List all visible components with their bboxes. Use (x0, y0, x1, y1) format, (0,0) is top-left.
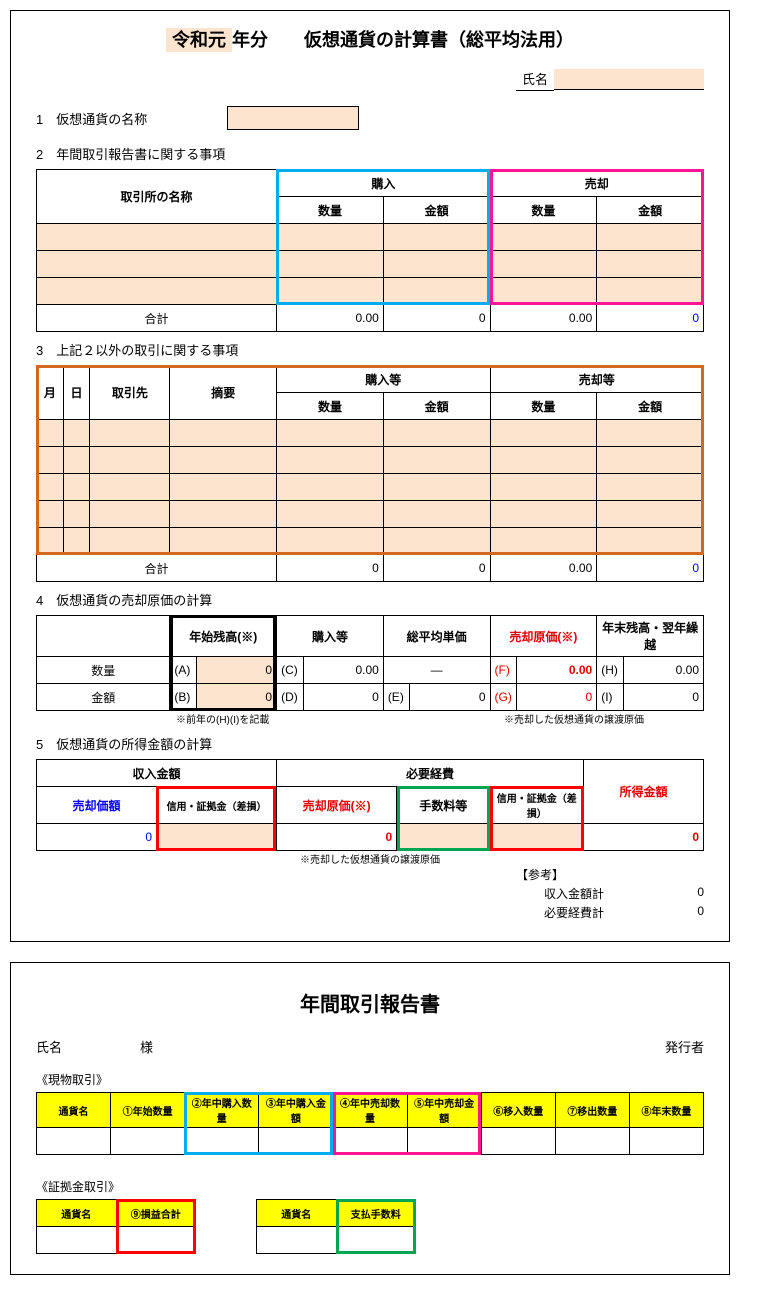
table-row (37, 528, 704, 555)
section-1-label: 1 仮想通貨の名称 (36, 109, 147, 128)
tot-sell-amt: 0 (597, 305, 704, 332)
tot-sell-qty: 0.00 (490, 305, 597, 332)
name-input[interactable] (554, 69, 704, 90)
currency-name-input[interactable] (227, 106, 359, 130)
table-row (37, 420, 704, 447)
table-row (37, 447, 704, 474)
table-row (37, 1227, 196, 1254)
section-4-table-wrap: 年始残高(※) 購入等 総平均単価 売却原価(※) 年末残高・翌年繰越 数量 (… (36, 615, 704, 711)
other-transactions-table: 月 日 取引先 摘要 購入等 売却等 数量金額 数量金額 合計 0 0 0.00 (36, 365, 704, 582)
table-row[interactable] (37, 224, 277, 251)
fee-input[interactable] (397, 824, 490, 851)
h-sell: 売却 (490, 170, 703, 197)
margin-fee-table: 通貨名支払手数料 (256, 1199, 416, 1254)
section-3-label: 3 上記２以外の取引に関する事項 (36, 340, 704, 359)
table-row (37, 1128, 704, 1155)
margin-label: 《証拠金取引》 (36, 1178, 704, 1195)
spot-table: 通貨名 ①年始数量 ②年中購入数量 ③年中購入金額 ④年中売却数量 ⑤年中売却金… (36, 1092, 704, 1155)
era-year: 令和元 (166, 28, 232, 52)
section-3-table-wrap: 月 日 取引先 摘要 購入等 売却等 数量金額 数量金額 合計 0 0 0.00 (36, 365, 704, 582)
spot-label: 《現物取引》 (36, 1071, 704, 1088)
margin2-input[interactable] (490, 824, 583, 851)
report-title: 年間取引報告書 (36, 988, 704, 1017)
section-2-table-wrap: 取引所の名称 購入 売却 数量金額 数量金額 合計 0.00 0 0.00 0 (36, 169, 704, 332)
table-row[interactable] (37, 278, 277, 305)
name-row: 氏名 (36, 67, 704, 91)
sell-price-value: 0 (37, 824, 157, 851)
cost-note: ※売却した仮想通貨の譲渡原価 (36, 851, 704, 866)
margin-pl-table: 通貨名⑨損益合計 (36, 1199, 196, 1254)
section-4-label: 4 仮想通貨の売却原価の計算 (36, 590, 704, 609)
issuer-label: 発行者 (665, 1037, 704, 1056)
h-buy: 購入 (277, 170, 490, 197)
margin1-input[interactable] (157, 824, 277, 851)
reference-label: 【参考】 (516, 866, 564, 883)
table-row[interactable] (37, 251, 277, 278)
note-cost: ※売却した仮想通貨の譲渡原価 (504, 711, 644, 726)
calculation-sheet: 令和元年分 仮想通貨の計算書（総平均法用） 氏名 1 仮想通貨の名称 2 年間取… (10, 10, 730, 942)
note-opening: ※前年の(H)(I)を記載 (176, 711, 269, 726)
section-5-label: 5 仮想通貨の所得金額の計算 (36, 734, 704, 753)
cost-value: 0 (277, 824, 397, 851)
total-label: 合計 (37, 305, 277, 332)
name-label: 氏名 (516, 67, 554, 91)
annual-report: 年間取引報告書 氏名 様 発行者 《現物取引》 通貨名 ①年始数量 ②年中購入数… (10, 962, 730, 1275)
table-row (257, 1227, 416, 1254)
tot-buy-qty: 0.00 (277, 305, 384, 332)
page-title: 令和元年分 仮想通貨の計算書（総平均法用） (36, 26, 704, 52)
table-row (37, 474, 704, 501)
annual-report-table: 取引所の名称 購入 売却 数量金額 数量金額 合計 0.00 0 0.00 0 (36, 169, 704, 332)
table-row (37, 501, 704, 528)
section-2-label: 2 年間取引報告書に関する事項 (36, 144, 704, 163)
profit-value: 0 (583, 824, 703, 851)
h-exchange: 取引所の名称 (37, 170, 277, 224)
section-5-table-wrap: 収入金額 必要経費 所得金額 売却価額 信用・証拠金（差損） 売却原価(※) 手… (36, 759, 704, 851)
income-calc-table: 収入金額 必要経費 所得金額 売却価額 信用・証拠金（差損） 売却原価(※) 手… (36, 759, 704, 851)
cost-basis-table: 年始残高(※) 購入等 総平均単価 売却原価(※) 年末残高・翌年繰越 数量 (… (36, 615, 704, 711)
tot-buy-amt: 0 (383, 305, 490, 332)
